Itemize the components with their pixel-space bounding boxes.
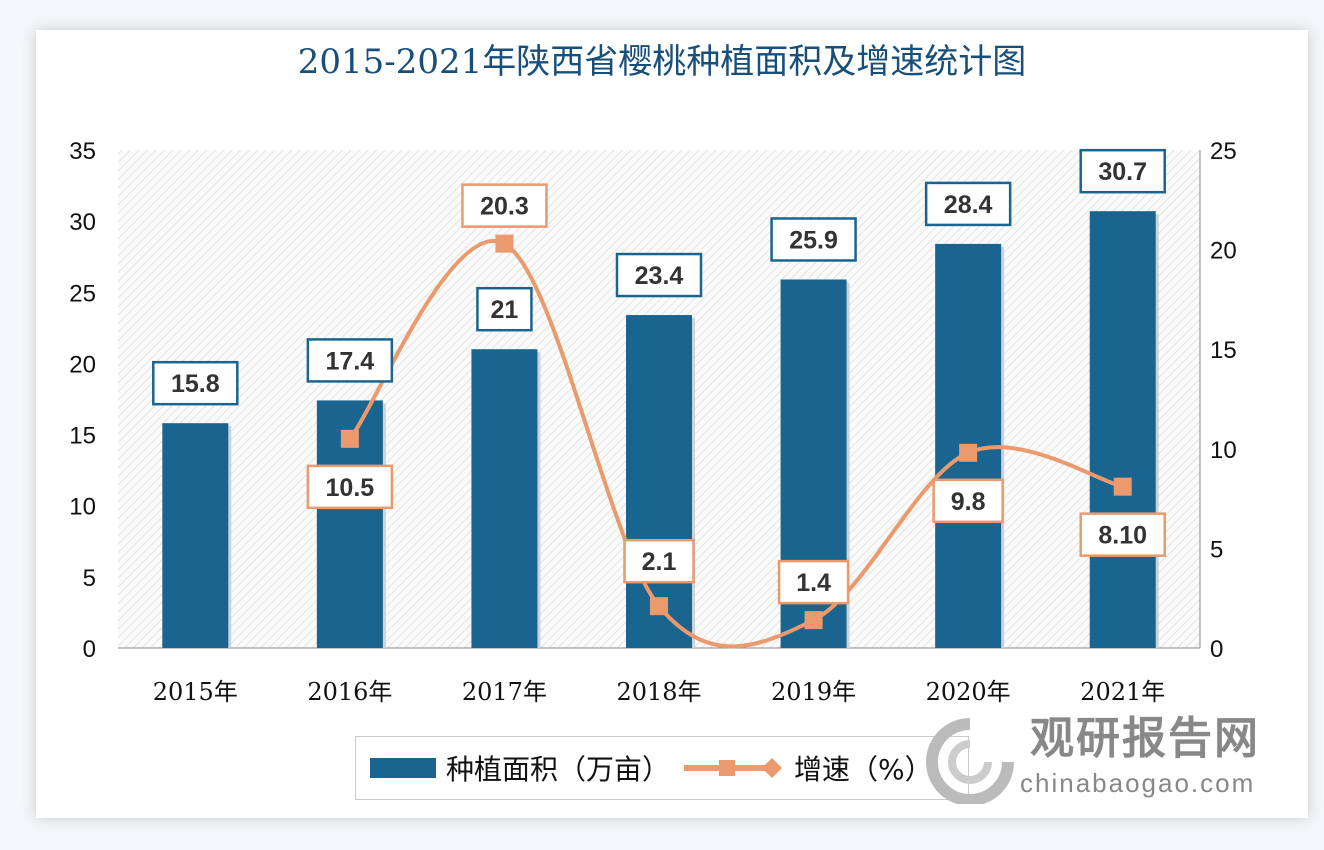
bar (1089, 211, 1156, 648)
growth-label-box (306, 464, 394, 510)
bar-label-box (1079, 148, 1166, 194)
bar-label-box (615, 252, 703, 298)
growth-label: 9.8 (951, 488, 986, 516)
growth-label-box (777, 559, 850, 605)
growth-label-box (1079, 512, 1166, 557)
y-left-tick: 15 (69, 423, 96, 450)
watermark-logo-icon (926, 718, 1014, 804)
growth-marker (340, 429, 359, 448)
growth-label: 20.3 (480, 193, 529, 221)
bar-label: 28.4 (944, 191, 993, 219)
y-right-tick: 25 (1210, 138, 1237, 165)
y-left-tick: 35 (69, 138, 96, 165)
watermark-cn: 观研报告网 (1030, 713, 1260, 764)
bar-label-box (476, 286, 533, 332)
bar-label: 15.8 (171, 370, 220, 398)
growth-label-box (623, 538, 695, 584)
legend: 种植面积（万亩） 增速（%） (355, 736, 969, 800)
growth-marker (804, 611, 823, 630)
watermark-en: chinabaogao.com (1020, 768, 1256, 798)
legend-bar-swatch (370, 758, 436, 778)
legend-bar-label: 种植面积（万亩） (446, 753, 671, 786)
legend-line-swatch (684, 758, 783, 778)
y-right-tick: 0 (1210, 636, 1223, 663)
growth-label-box (932, 478, 1004, 524)
bar-label-box (924, 181, 1012, 227)
bar-label: 21 (491, 296, 519, 324)
growth-label: 8.10 (1098, 522, 1147, 550)
x-tick: 2020年 (926, 678, 1011, 706)
growth-marker (650, 597, 668, 616)
bar-label: 25.9 (789, 226, 838, 254)
growth-marker (959, 443, 978, 462)
growth-label-box (461, 183, 548, 228)
y-left-tick: 20 (69, 351, 96, 378)
y-left-tick: 30 (69, 209, 96, 236)
bar (471, 349, 538, 648)
growth-marker (1113, 477, 1132, 496)
chart-title: 2015-2021年陕西省樱桃种植面积及增速统计图 (297, 42, 1027, 82)
y-left-tick: 10 (69, 494, 96, 521)
bar-label-box (152, 360, 239, 406)
y-left-tick: 25 (69, 280, 96, 307)
y-right-tick: 20 (1210, 238, 1237, 265)
bar-label-box (306, 338, 394, 383)
x-tick: 2015年 (153, 678, 238, 706)
x-tick: 2019年 (771, 678, 856, 706)
y-right-tick: 10 (1210, 437, 1237, 464)
growth-label: 10.5 (326, 474, 375, 502)
bar-label-box (770, 217, 857, 262)
x-tick: 2021年 (1080, 678, 1165, 706)
growth-label: 1.4 (796, 569, 831, 597)
y-left-tick: 5 (83, 565, 96, 592)
growth-label: 2.1 (642, 548, 677, 576)
x-tick: 2018年 (616, 678, 701, 706)
x-tick: 2017年 (462, 678, 547, 706)
growth-marker (495, 234, 514, 253)
y-right-tick: 5 (1210, 536, 1223, 563)
x-tick: 2016年 (307, 678, 392, 706)
bar-label: 30.7 (1098, 158, 1147, 186)
y-left-tick: 0 (83, 636, 96, 663)
bar-label: 23.4 (635, 262, 684, 290)
bar (162, 423, 229, 648)
y-right-tick: 15 (1210, 337, 1237, 364)
bar-label: 17.4 (326, 347, 375, 375)
bar (626, 315, 692, 648)
legend-line-label: 增速（%） (794, 753, 933, 786)
